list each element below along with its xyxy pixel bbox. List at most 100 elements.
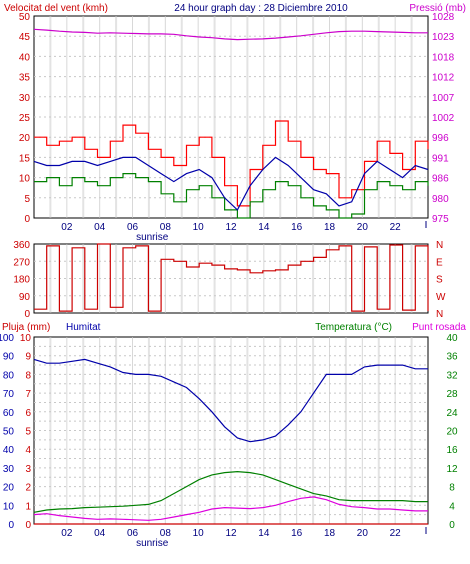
wind-y-left-tick-6: 30: [19, 93, 31, 104]
humidity-tick-6: 60: [3, 408, 15, 419]
temperature-tick-14: 28: [446, 389, 458, 400]
temp-panel-x-tick-12: 12: [225, 528, 237, 539]
temperature-tick-8: 16: [446, 445, 458, 456]
wind-y-left-tick-10: 50: [19, 12, 31, 23]
pressure-y-right-tick-7: 1012: [432, 73, 455, 84]
rain-axis-label: Pluja (mm): [2, 322, 50, 333]
dewpoint-axis-label: Punt rosada: [412, 322, 466, 333]
rain-tick-2: 2: [25, 483, 31, 494]
temperature-tick-18: 36: [446, 352, 458, 363]
compass-y-right-tick-0: N: [436, 309, 443, 320]
chart-title: 24 hour graph day : 28 Diciembre 2010: [174, 3, 348, 14]
pressure-y-right-tick-0: 975: [432, 214, 449, 225]
rain-tick-4: 4: [25, 445, 31, 456]
pressure-y-right-tick-4: 996: [432, 133, 449, 144]
wind-y-left-tick-4: 20: [19, 133, 31, 144]
direction-y-left-tick-0: 0: [24, 309, 30, 320]
wind-panel-x-tick-06: 06: [127, 222, 139, 233]
pressure-y-right-tick-6: 1007: [432, 93, 455, 104]
pressure-line: [33, 28, 428, 41]
humidity-tick-9: 90: [3, 352, 15, 363]
rain-tick-8: 8: [25, 370, 31, 381]
direction-y-left-tick-1: 90: [19, 292, 31, 303]
sunrise-label-bottom: sunrise: [136, 538, 169, 549]
wind-y-left-tick-2: 10: [19, 174, 31, 185]
wind-panel-x-tick-14: 14: [258, 222, 270, 233]
rain-tick-3: 3: [25, 464, 31, 475]
pressure-y-right-tick-3: 991: [432, 153, 449, 164]
wind-panel-x-tick-22: 22: [390, 222, 402, 233]
wind-y-left-tick-9: 45: [19, 32, 31, 43]
temperature-tick-4: 8: [449, 483, 455, 494]
temperature-tick-2: 4: [449, 501, 455, 512]
rain-tick-10: 10: [20, 333, 32, 344]
wind-panel-x-tick-08: 08: [160, 222, 172, 233]
rain-tick-1: 1: [25, 501, 31, 512]
compass-y-right-tick-3: E: [436, 257, 443, 268]
wind-y-left-tick-8: 40: [19, 52, 31, 63]
pressure-y-right-tick-1: 980: [432, 194, 449, 205]
pressure-y-right-tick-2: 986: [432, 174, 449, 185]
wind-panel-x-tick-16: 16: [291, 222, 303, 233]
direction-y-left-tick-3: 270: [13, 257, 30, 268]
wind-panel-x-tick-02: 02: [61, 222, 73, 233]
pressure-axis-label: Pressió (mb): [409, 3, 466, 14]
temp-panel-x-tick-22: 22: [390, 528, 402, 539]
temp-panel-x-tick-06: 06: [127, 528, 139, 539]
pressure-y-right-tick-5: 1002: [432, 113, 455, 124]
temperature-axis-label: Temperatura (°C): [315, 322, 392, 333]
temp-panel-x-tick-10: 10: [193, 528, 205, 539]
wind-panel-x-tick-10: 10: [193, 222, 205, 233]
wind-gust-line: [34, 120, 429, 207]
humidity-tick-0: 0: [8, 520, 14, 531]
humidity-tick-5: 50: [3, 427, 15, 438]
compass-y-right-tick-2: S: [436, 275, 443, 286]
wind-direction-line: [34, 243, 429, 312]
rain-tick-6: 6: [25, 408, 31, 419]
wind-y-left-tick-0: 0: [24, 214, 30, 225]
compass-y-right-tick-1: W: [436, 292, 446, 303]
wind-y-left-tick-5: 25: [19, 113, 31, 124]
temp-panel-x-tick-16: 16: [291, 528, 303, 539]
humidity-tick-1: 10: [3, 501, 15, 512]
humidity-tick-2: 20: [3, 483, 15, 494]
wind-panel-x-tick-12: 12: [225, 222, 237, 233]
temperature-tick-16: 32: [446, 370, 458, 381]
wind-y-left-tick-1: 5: [24, 194, 30, 205]
wind-panel-x-tick-20: 20: [357, 222, 369, 233]
direction-y-left-tick-2: 180: [13, 275, 30, 286]
humidity-tick-7: 70: [3, 389, 15, 400]
pressure-y-right-tick-9: 1023: [432, 32, 455, 43]
temperature-tick-20: 40: [446, 333, 458, 344]
temp-panel-x-tick-14: 14: [258, 528, 270, 539]
rain-tick-5: 5: [25, 427, 31, 438]
wind-panel-x-tick-04: 04: [94, 222, 106, 233]
direction-y-left-tick-4: 360: [13, 240, 30, 251]
wind-avg-line: [33, 156, 429, 211]
temp-panel-x-tick-18: 18: [324, 528, 336, 539]
temp-panel-x-tick-02: 02: [61, 528, 73, 539]
humidity-tick-10: 100: [0, 333, 14, 344]
wind-panel-x-tick-18: 18: [324, 222, 336, 233]
humidity-axis-label: Humitat: [66, 322, 101, 333]
rain-tick-7: 7: [25, 389, 31, 400]
temp-panel-x-tick-08: 08: [160, 528, 172, 539]
rain-tick-9: 9: [25, 352, 31, 363]
rain-tick-0: 0: [25, 520, 31, 531]
wind-axis-label: Velocitat del vent (kmh): [4, 3, 108, 14]
temperature-tick-0: 0: [449, 520, 455, 531]
humidity-tick-8: 80: [3, 370, 15, 381]
wind-y-left-tick-7: 35: [19, 73, 31, 84]
temperature-tick-10: 20: [446, 427, 458, 438]
humidity-tick-4: 40: [3, 445, 15, 456]
sunrise-label-top: sunrise: [136, 232, 169, 243]
temp-panel-x-tick-04: 04: [94, 528, 106, 539]
humidity-line: [33, 358, 428, 443]
temperature-tick-12: 24: [446, 408, 458, 419]
humidity-tick-3: 30: [3, 464, 15, 475]
compass-y-right-tick-4: N: [436, 240, 443, 251]
pressure-y-right-tick-8: 1018: [432, 52, 455, 63]
pressure-y-right-tick-10: 1028: [432, 12, 455, 23]
